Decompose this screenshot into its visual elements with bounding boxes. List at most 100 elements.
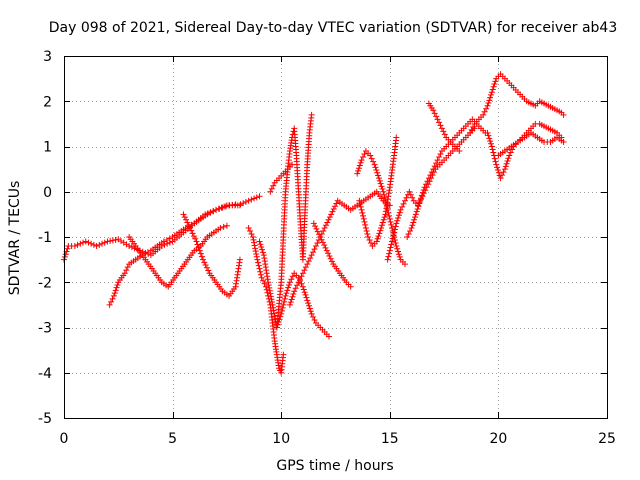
data-point <box>245 224 252 231</box>
data-point <box>193 238 200 245</box>
data-point <box>314 228 321 235</box>
y-tick-label: -4 <box>38 366 52 382</box>
axis-ticks: 0 5 10 15 20 25 -5 -4 -3 -2 -1 0 1 2 3 <box>38 49 616 447</box>
data-point <box>360 154 367 161</box>
x-tick-label: 0 <box>60 431 69 447</box>
data-point <box>253 253 260 260</box>
data-point <box>329 208 336 215</box>
data-point <box>255 262 262 269</box>
data-point <box>499 172 506 179</box>
data-point <box>180 211 187 218</box>
data-point <box>213 206 220 213</box>
data-point <box>374 235 381 242</box>
data-point <box>488 89 495 96</box>
data-point <box>223 222 230 229</box>
data-point <box>393 243 400 250</box>
data-point <box>437 151 444 158</box>
data-point <box>302 291 309 298</box>
data-point <box>317 234 324 240</box>
data-point <box>312 243 319 250</box>
data-point <box>480 111 487 118</box>
data-point <box>200 256 207 263</box>
data-point <box>428 169 435 176</box>
data-point <box>252 245 259 252</box>
data-point <box>367 152 374 159</box>
data-point <box>357 203 364 210</box>
data-point <box>205 267 212 274</box>
data-point <box>64 245 71 252</box>
data-point <box>431 163 438 170</box>
data-point <box>195 244 202 251</box>
data-point <box>395 214 402 221</box>
data-point <box>381 194 388 201</box>
data-point <box>307 308 314 315</box>
data-point <box>281 295 288 302</box>
data-point <box>245 197 252 204</box>
data-point <box>410 219 417 226</box>
data-point <box>427 172 434 179</box>
data-point <box>418 192 425 199</box>
data-point <box>379 186 386 193</box>
data-point <box>304 297 311 304</box>
data-point <box>128 244 135 251</box>
data-point <box>99 240 106 247</box>
data-point <box>360 212 367 219</box>
data-point <box>322 222 329 229</box>
series-trace-l <box>356 134 400 250</box>
data-point <box>257 268 264 275</box>
data-point <box>361 151 368 158</box>
data-point <box>269 301 276 308</box>
data-point <box>323 247 330 254</box>
data-point <box>186 224 193 231</box>
data-point <box>376 177 383 184</box>
data-point <box>271 310 278 317</box>
data-point <box>378 224 385 231</box>
y-tick-label: -5 <box>38 411 52 427</box>
data-point <box>330 205 337 212</box>
data-point <box>302 264 309 271</box>
data-point <box>251 195 258 202</box>
data-point <box>436 154 443 161</box>
data-point <box>393 134 400 141</box>
data-point <box>416 200 423 207</box>
data-point <box>368 155 375 162</box>
data-point <box>357 200 364 207</box>
data-point <box>500 169 507 176</box>
data-point <box>393 220 400 227</box>
data-point <box>376 230 383 237</box>
data-point <box>389 235 396 242</box>
data-point <box>504 157 511 164</box>
data-point <box>283 290 290 297</box>
data-point <box>279 304 286 311</box>
data-point <box>371 161 378 168</box>
data-point <box>430 166 437 173</box>
data-point <box>431 110 438 117</box>
data-point <box>560 111 567 118</box>
data-point <box>194 241 201 248</box>
data-point <box>355 167 362 174</box>
data-point <box>487 94 494 101</box>
data-point <box>407 227 414 234</box>
data-point <box>395 248 402 255</box>
data-point <box>384 256 391 263</box>
series-trace-o <box>425 100 463 155</box>
data-point <box>377 227 384 234</box>
data-point <box>506 152 513 159</box>
data-point <box>362 221 369 228</box>
data-point <box>109 295 116 302</box>
data-point <box>356 197 363 204</box>
data-point <box>359 209 366 216</box>
data-point <box>361 218 368 225</box>
data-point <box>77 240 84 247</box>
data-point <box>358 157 365 164</box>
data-point <box>255 259 262 266</box>
x-axis-label: GPS time / hours <box>276 458 393 474</box>
x-tick-label: 25 <box>598 431 616 447</box>
data-point <box>489 86 496 93</box>
data-point <box>388 238 395 245</box>
data-point <box>379 219 386 226</box>
series-trace-j <box>310 220 354 290</box>
data-point <box>203 264 210 271</box>
data-point <box>270 304 277 311</box>
data-point <box>308 310 315 317</box>
